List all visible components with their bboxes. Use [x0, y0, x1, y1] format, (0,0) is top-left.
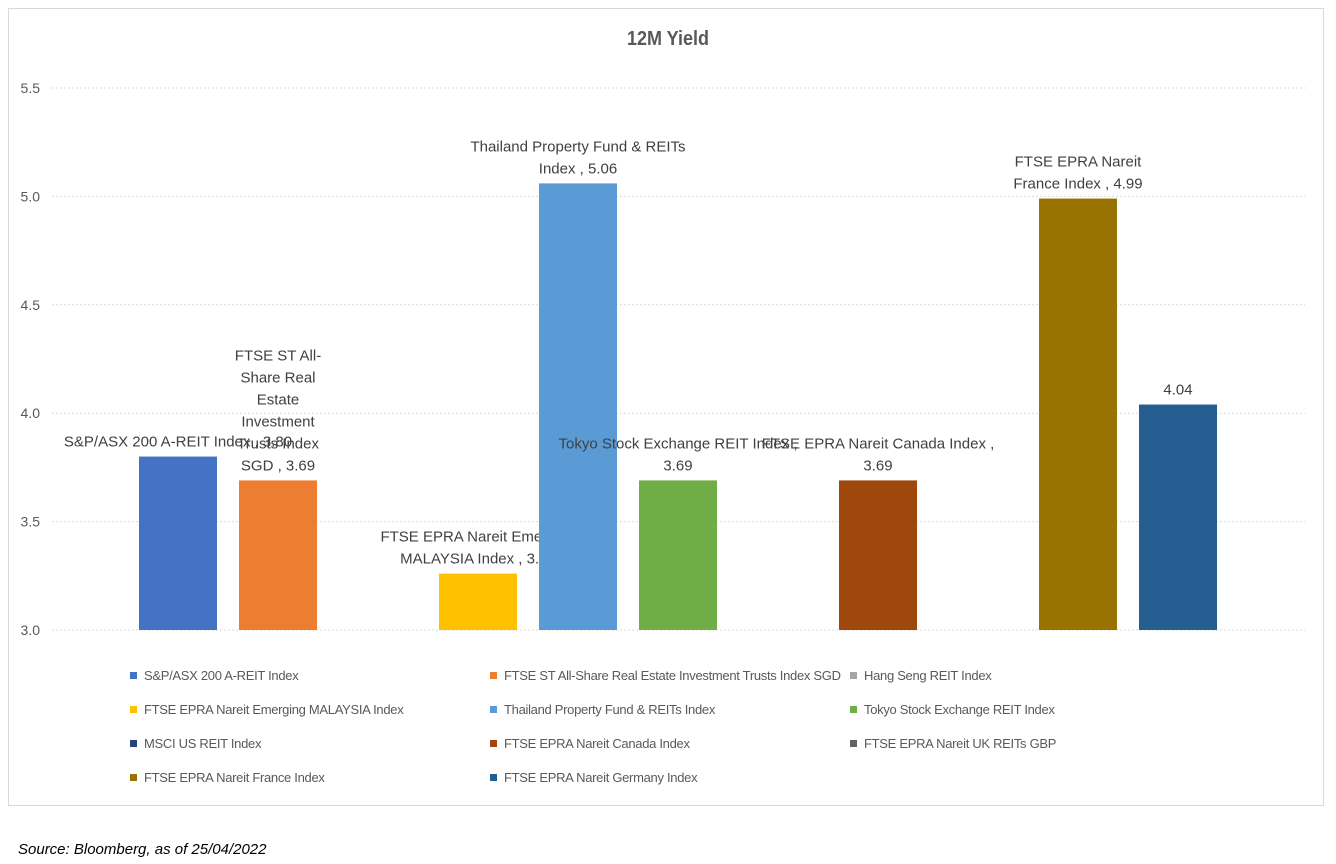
bar [239, 480, 317, 630]
data-label: Estate [257, 391, 300, 408]
legend-swatch [130, 706, 137, 713]
legend-row: FTSE EPRA Nareit Emerging MALAYSIA Index… [130, 698, 1130, 732]
legend-swatch [130, 672, 137, 679]
legend-item: FTSE EPRA Nareit France Index [130, 770, 325, 785]
data-label: 3.69 [663, 457, 692, 474]
source-note: Source: Bloomberg, as of 25/04/2022 [18, 841, 267, 858]
bar [1039, 198, 1117, 630]
legend-label: Thailand Property Fund & REITs Index [504, 702, 716, 717]
legend-swatch [850, 706, 857, 713]
data-label: Thailand Property Fund & REITs [470, 138, 685, 155]
legend-label: FTSE EPRA Nareit UK REITs GBP [864, 736, 1057, 751]
legend-row: MSCI US REIT Index FTSE EPRA Nareit Cana… [130, 732, 1130, 766]
legend-item: FTSE EPRA Nareit Canada Index [490, 736, 690, 751]
bar [839, 480, 917, 630]
data-label: FTSE EPRA Nareit Emerging [380, 529, 575, 546]
legend-item: Tokyo Stock Exchange REIT Index [850, 702, 1055, 717]
y-tick-label: 5.5 [21, 80, 41, 96]
bar [139, 456, 217, 630]
legend-item: S&P/ASX 200 A-REIT Index [130, 668, 299, 683]
legend-label: FTSE EPRA Nareit France Index [144, 770, 325, 785]
legend-swatch [850, 740, 857, 747]
data-label: MALAYSIA Index , 3.26 [400, 551, 556, 568]
legend-label: Hang Seng REIT Index [864, 668, 992, 683]
legend-label: S&P/ASX 200 A-REIT Index [144, 668, 299, 683]
legend: S&P/ASX 200 A-REIT Index FTSE ST All-Sha… [130, 664, 1130, 800]
legend-label: FTSE EPRA Nareit Emerging MALAYSIA Index [144, 702, 404, 717]
bar [639, 480, 717, 630]
data-label: FTSE EPRA Nareit [1015, 154, 1143, 171]
bar [1139, 404, 1217, 630]
legend-swatch [490, 706, 497, 713]
legend-item: MSCI US REIT Index [130, 736, 261, 751]
legend-swatch [490, 672, 497, 679]
legend-swatch [130, 740, 137, 747]
data-label: 3.69 [863, 457, 892, 474]
bar [439, 573, 517, 630]
legend-row: S&P/ASX 200 A-REIT Index FTSE ST All-Sha… [130, 664, 1130, 698]
data-label: Share Real [240, 369, 315, 386]
data-label: FTSE EPRA Nareit Canada Index , [762, 435, 995, 452]
legend-swatch [490, 774, 497, 781]
legend-item: Thailand Property Fund & REITs Index [490, 702, 715, 717]
legend-label: FTSE ST All-Share Real Estate Investment… [504, 668, 841, 683]
data-label: FTSE ST All- [235, 347, 321, 364]
y-tick-label: 4.5 [21, 297, 41, 313]
y-tick-label: 5.0 [21, 188, 41, 204]
legend-swatch [130, 774, 137, 781]
legend-label: FTSE EPRA Nareit Germany Index [504, 770, 698, 785]
legend-label: MSCI US REIT Index [144, 736, 262, 751]
data-label: 4.04 [1163, 382, 1192, 399]
data-label: SGD , 3.69 [241, 457, 315, 474]
legend-label: FTSE EPRA Nareit Canada Index [504, 736, 690, 751]
data-label: Investment [241, 413, 315, 430]
data-label: S&P/ASX 200 A-REIT Index , 3.80 [64, 434, 292, 451]
y-tick-label: 4.0 [21, 405, 41, 421]
legend-label: Tokyo Stock Exchange REIT Index [864, 702, 1055, 717]
y-tick-label: 3.5 [21, 514, 41, 530]
legend-item: Hang Seng REIT Index [850, 668, 992, 683]
legend-item: FTSE EPRA Nareit Germany Index [490, 770, 698, 785]
legend-item: FTSE ST All-Share Real Estate Investment… [490, 668, 841, 683]
data-label: France Index , 4.99 [1013, 176, 1142, 193]
data-label: Trusts Index [237, 435, 319, 452]
data-label: Tokyo Stock Exchange REIT Index , [558, 435, 797, 452]
legend-swatch [850, 672, 857, 679]
chart-title: 12M Yield [626, 28, 710, 50]
data-label: Index , 5.06 [539, 160, 617, 177]
legend-row: FTSE EPRA Nareit France Index FTSE EPRA … [130, 766, 1130, 800]
legend-item: FTSE EPRA Nareit UK REITs GBP [850, 736, 1056, 751]
legend-swatch [490, 740, 497, 747]
bar [539, 183, 617, 630]
legend-item: FTSE EPRA Nareit Emerging MALAYSIA Index [130, 702, 404, 717]
y-tick-label: 3.0 [21, 622, 41, 638]
